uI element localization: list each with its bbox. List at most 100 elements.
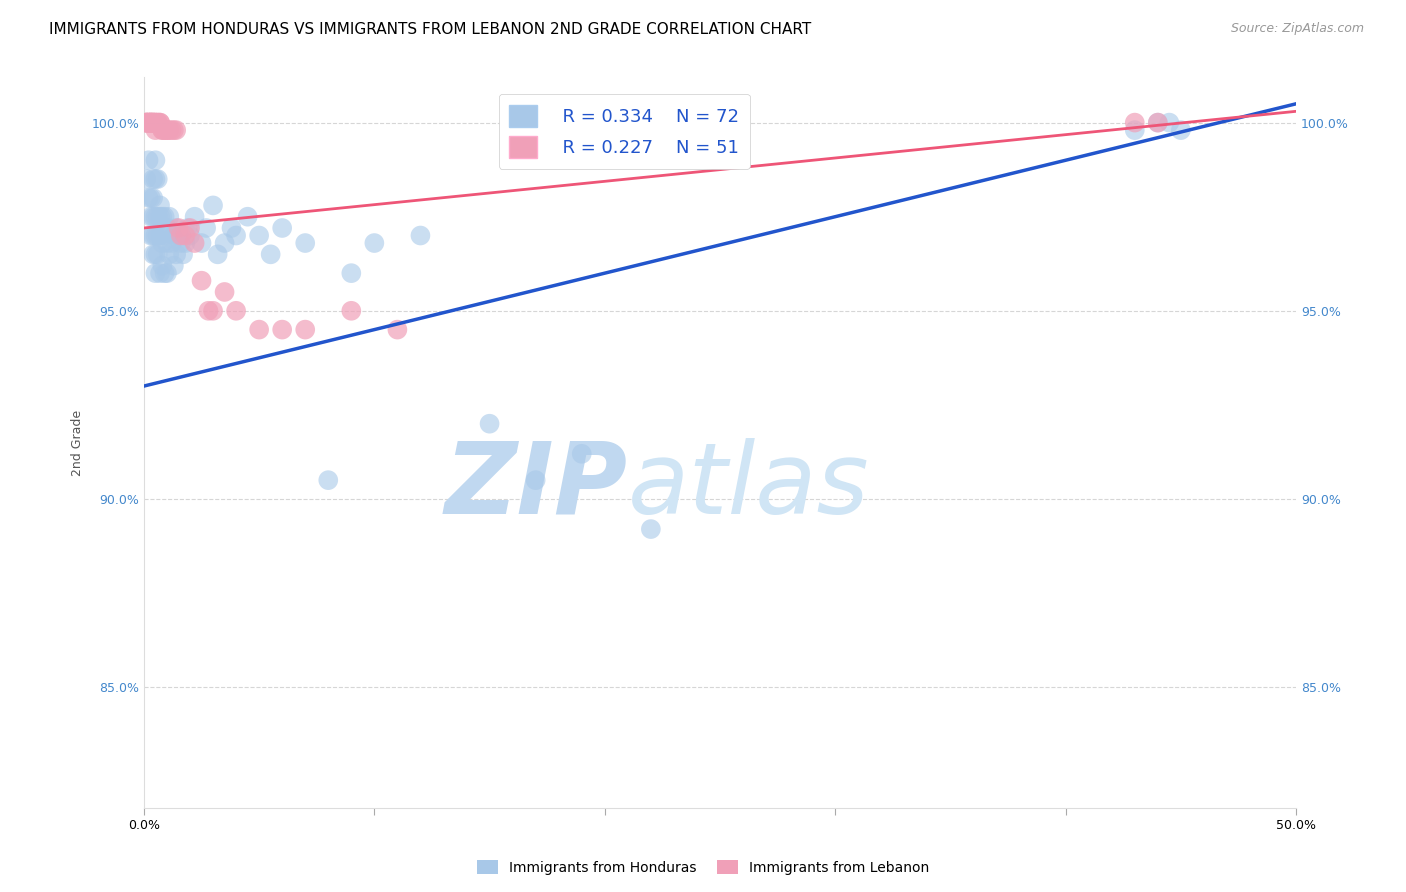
Point bbox=[571, 447, 593, 461]
Point bbox=[207, 247, 229, 261]
Point bbox=[139, 228, 162, 243]
Point bbox=[139, 115, 162, 129]
Point bbox=[316, 473, 339, 487]
Point bbox=[170, 235, 193, 250]
Point bbox=[160, 235, 183, 250]
Point bbox=[172, 247, 194, 261]
Point bbox=[145, 115, 167, 129]
Point bbox=[174, 235, 197, 250]
Point bbox=[363, 235, 385, 250]
Point bbox=[139, 210, 162, 224]
Point bbox=[174, 228, 197, 243]
Point bbox=[135, 115, 157, 129]
Point bbox=[145, 266, 167, 280]
Point bbox=[145, 115, 167, 129]
Point bbox=[190, 274, 212, 288]
Point bbox=[146, 228, 169, 243]
Point bbox=[146, 115, 169, 129]
Point bbox=[165, 247, 187, 261]
Legend:   R = 0.334    N = 72,   R = 0.227    N = 51: R = 0.334 N = 72, R = 0.227 N = 51 bbox=[499, 94, 749, 169]
Text: IMMIGRANTS FROM HONDURAS VS IMMIGRANTS FROM LEBANON 2ND GRADE CORRELATION CHART: IMMIGRANTS FROM HONDURAS VS IMMIGRANTS F… bbox=[49, 22, 811, 37]
Point bbox=[153, 123, 176, 137]
Point bbox=[150, 235, 173, 250]
Point bbox=[149, 198, 172, 212]
Point bbox=[179, 221, 201, 235]
Point bbox=[145, 123, 167, 137]
Point bbox=[190, 235, 212, 250]
Point bbox=[145, 115, 167, 129]
Point bbox=[138, 115, 160, 129]
Point bbox=[167, 228, 190, 243]
Point bbox=[478, 417, 501, 431]
Point bbox=[163, 259, 186, 273]
Point bbox=[149, 115, 172, 129]
Point bbox=[156, 235, 179, 250]
Point bbox=[260, 247, 283, 261]
Point bbox=[225, 303, 247, 318]
Point bbox=[138, 115, 160, 129]
Point bbox=[160, 123, 183, 137]
Point bbox=[142, 115, 165, 129]
Point bbox=[135, 172, 157, 186]
Point bbox=[150, 259, 173, 273]
Point bbox=[1123, 115, 1146, 129]
Point bbox=[135, 115, 157, 129]
Point bbox=[142, 115, 165, 129]
Point bbox=[640, 522, 662, 536]
Point bbox=[142, 247, 165, 261]
Point bbox=[138, 191, 160, 205]
Point bbox=[202, 198, 225, 212]
Text: atlas: atlas bbox=[628, 438, 869, 535]
Text: Source: ZipAtlas.com: Source: ZipAtlas.com bbox=[1230, 22, 1364, 36]
Point bbox=[340, 303, 363, 318]
Point bbox=[170, 228, 193, 243]
Point bbox=[153, 266, 176, 280]
Point bbox=[139, 191, 162, 205]
Point bbox=[138, 115, 160, 129]
Point bbox=[183, 210, 205, 224]
Point bbox=[294, 323, 316, 337]
Point bbox=[142, 191, 165, 205]
Point bbox=[1123, 123, 1146, 137]
Point bbox=[1146, 115, 1168, 129]
Point bbox=[409, 228, 432, 243]
Point bbox=[139, 115, 162, 129]
Point bbox=[146, 247, 169, 261]
Y-axis label: 2nd Grade: 2nd Grade bbox=[72, 409, 84, 475]
Point bbox=[156, 123, 179, 137]
Point bbox=[145, 153, 167, 168]
Point bbox=[524, 473, 547, 487]
Point bbox=[195, 221, 218, 235]
Point bbox=[150, 123, 173, 137]
Legend: Immigrants from Honduras, Immigrants from Lebanon: Immigrants from Honduras, Immigrants fro… bbox=[471, 855, 935, 880]
Point bbox=[146, 172, 169, 186]
Point bbox=[142, 115, 165, 129]
Point bbox=[1146, 115, 1168, 129]
Point bbox=[247, 228, 270, 243]
Point bbox=[179, 228, 201, 243]
Point bbox=[138, 153, 160, 168]
Point bbox=[165, 123, 187, 137]
Point bbox=[135, 115, 157, 129]
Point bbox=[145, 172, 167, 186]
Point bbox=[1159, 115, 1181, 129]
Point bbox=[271, 323, 294, 337]
Point bbox=[157, 123, 180, 137]
Point bbox=[150, 210, 173, 224]
Point bbox=[139, 115, 162, 129]
Point bbox=[236, 210, 259, 224]
Point bbox=[156, 221, 179, 235]
Point bbox=[149, 228, 172, 243]
Point bbox=[202, 303, 225, 318]
Point bbox=[142, 210, 165, 224]
Point bbox=[145, 247, 167, 261]
Point bbox=[149, 115, 172, 129]
Point bbox=[138, 115, 160, 129]
Point bbox=[149, 266, 172, 280]
Point bbox=[142, 115, 165, 129]
Point bbox=[142, 228, 165, 243]
Point bbox=[157, 210, 180, 224]
Point bbox=[149, 210, 172, 224]
Point bbox=[294, 235, 316, 250]
Point bbox=[247, 323, 270, 337]
